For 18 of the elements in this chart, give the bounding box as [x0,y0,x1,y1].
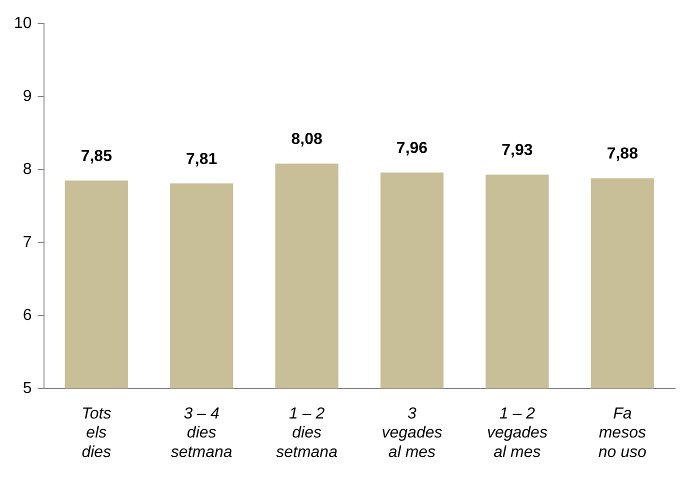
data-label: 7,93 [502,142,533,160]
x-tick-label: 1 – 2 dies setmana [276,405,338,461]
x-tick-label: Fa mesos no uso [598,405,647,461]
y-tick-label: 9 [22,88,32,105]
data-label: 8,08 [291,131,322,148]
data-label: 7,85 [80,148,112,165]
y-tick-label: 8 [22,160,32,178]
x-tick-label: 3 – 4 dies setmana [170,405,232,461]
y-tick-label: 5 [22,380,32,397]
data-label: 7,96 [396,140,428,157]
x-tick-label: Tots els dies [82,405,112,461]
data-label: 7,88 [606,146,638,163]
y-tick-label: 7 [22,234,32,251]
y-tick-label: 6 [22,306,32,324]
y-tick-label: 10 [14,15,32,32]
data-label: 7,81 [186,150,218,168]
x-tick-label: 3 vegades al mes [382,405,442,461]
x-tick-label: 1 – 2 vegades al mes [486,405,548,461]
